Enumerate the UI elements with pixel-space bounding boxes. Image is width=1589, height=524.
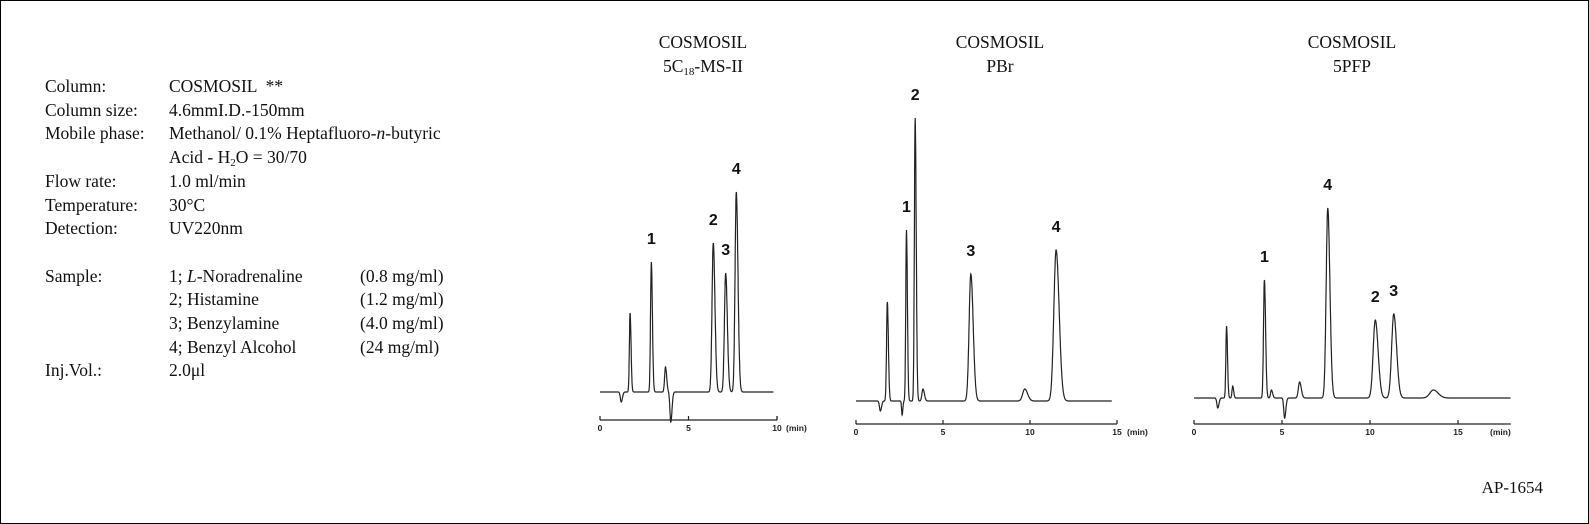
mobile-phase-line1: Methanol/ 0.1% Heptafluoro-n-butyric: [169, 122, 441, 146]
sample-item: 3; Benzylamine: [169, 312, 279, 336]
chart-title-line1: COSMOSIL: [658, 32, 748, 52]
mobile-phase-label: Mobile phase:: [45, 123, 145, 144]
x-tick-label: 15: [1453, 427, 1463, 437]
chromatogram-trace: [856, 117, 1112, 417]
temperature-value: 30°C: [169, 194, 206, 215]
chart-title-line1: COSMOSIL: [955, 32, 1045, 52]
sample-label: Sample:: [45, 265, 103, 286]
sample-number: 2;: [169, 289, 187, 310]
flow-rate-label: Flow rate:: [45, 170, 117, 191]
sample-concentration: (0.8 mg/ml): [360, 265, 444, 286]
detection-row: Detection: UV220nm: [45, 217, 441, 241]
chart-title-c18: COSMOSIL 5C18-MS-II: [659, 30, 748, 78]
x-tick-label: 0: [854, 427, 859, 437]
column-size-label: Column size:: [45, 99, 138, 120]
flow-rate-row: Flow rate: 1.0 ml/min: [45, 170, 441, 194]
x-tick-label: 5: [1280, 427, 1285, 437]
inj-vol-label: Inj.Vol.:: [45, 360, 103, 381]
peak-label: 1: [902, 199, 911, 216]
peak-label: 4: [1052, 219, 1061, 236]
conditions-panel: Column: COSMOSIL ** Column size: 4.6mmI.…: [45, 75, 444, 383]
chromatogram-trace: [600, 191, 774, 424]
x-tick-label: 5: [941, 427, 946, 437]
x-axis-label: (min): [1127, 427, 1148, 437]
sample-item: 1; L-Noradrenaline: [169, 265, 303, 289]
chromatogram-pbr: 1 2 3 4 0 5 10 15 (min): [854, 87, 1148, 437]
mobile-phase-text: O = 30/70: [235, 147, 307, 168]
chart-title-pbr: COSMOSIL PBr: [956, 30, 1045, 78]
column-size-value: 4.6mmI.D.-150mm: [169, 99, 305, 120]
peak-label: 4: [732, 161, 741, 178]
sample-name: -Noradrenaline: [196, 265, 303, 286]
document-code: AP-1654: [1481, 478, 1543, 497]
x-tick-label: 0: [1192, 427, 1197, 437]
peak-label: 2: [709, 212, 718, 229]
mobile-phase-text: Acid - H: [169, 147, 231, 168]
mobile-phase-italic: n: [376, 123, 386, 144]
peak-label: 2: [1371, 289, 1380, 306]
peak-label: 3: [721, 242, 730, 259]
title-text: -MS-II: [694, 56, 744, 76]
sample-number: 3;: [169, 313, 187, 334]
sample-item: 4; Benzyl Alcohol: [169, 336, 296, 360]
sample-row: 2; Histamine (1.2 mg/ml): [45, 288, 444, 312]
mobile-phase-text: Methanol/ 0.1% Heptafluoro-: [169, 123, 377, 144]
inj-vol-row: Inj.Vol.: 2.0μl: [45, 359, 441, 383]
temperature-row: Temperature: 30°C: [45, 194, 441, 218]
sample-concentration: (4.0 mg/ml): [360, 313, 444, 334]
peak-label: 1: [1260, 249, 1269, 266]
column-value: COSMOSIL **: [169, 76, 284, 96]
inj-vol-value: 2.0μl: [169, 360, 206, 381]
peak-label: 1: [647, 231, 656, 248]
x-tick-label: 10: [1025, 427, 1035, 437]
x-tick-label: 10: [1365, 427, 1375, 437]
sample-name: Benzylamine: [187, 313, 280, 334]
chromatogram-c18: 1 23 4 0 5 10 (min): [598, 161, 807, 433]
peak-label: 4: [1323, 177, 1332, 194]
sample-row: Sample: 1; L-Noradrenaline (0.8 mg/ml): [45, 265, 444, 289]
subscript: 2: [230, 157, 236, 170]
chromatogram-trace: [1194, 207, 1511, 420]
sample-number: 4;: [169, 336, 187, 357]
x-tick-label: 15: [1112, 427, 1122, 437]
peak-label: 3: [966, 243, 975, 260]
mobile-phase-text: -butyric: [385, 123, 441, 144]
flow-rate-value: 1.0 ml/min: [169, 170, 246, 191]
chart-title-line2: 5PFP: [1333, 56, 1371, 76]
column-label: Column:: [45, 76, 107, 96]
title-text: 5C: [662, 56, 684, 76]
x-axis-label: (min): [1490, 427, 1511, 437]
mobile-phase-row-2: Acid - H2O = 30/70: [45, 146, 441, 170]
sample-row: 3; Benzylamine (4.0 mg/ml): [45, 312, 444, 336]
sample-concentration: (1.2 mg/ml): [360, 289, 444, 310]
chart-title-line1: COSMOSIL: [1307, 32, 1397, 52]
peak-label: 2: [911, 87, 920, 104]
x-tick-label: 10: [772, 423, 782, 433]
detection-value: UV220nm: [169, 218, 243, 239]
sample-item: 2; Histamine: [169, 288, 259, 312]
x-axis-label: (min): [786, 423, 807, 433]
sample-number: 1;: [169, 265, 187, 286]
sample-row: 4; Benzyl Alcohol (24 mg/ml): [45, 336, 441, 360]
column-row: Column: COSMOSIL **: [45, 75, 441, 99]
sample-italic: L: [187, 265, 197, 286]
mobile-phase-line2: Acid - H2O = 30/70: [169, 146, 307, 170]
subscript: 18: [683, 66, 695, 78]
sample-name: Benzyl Alcohol: [187, 336, 297, 357]
temperature-label: Temperature:: [45, 194, 139, 215]
sample-name: Histamine: [187, 289, 259, 310]
chart-title-line2: PBr: [986, 56, 1014, 76]
chromatogram-5pfp: 1 4 2 3 0 5 10 15 (min): [1192, 177, 1511, 437]
x-tick-label: 5: [686, 423, 691, 433]
peak-label: 3: [1389, 283, 1398, 300]
mobile-phase-row: Mobile phase: Methanol/ 0.1% Heptafluoro…: [45, 122, 441, 146]
column-size-row: Column size: 4.6mmI.D.-150mm: [45, 99, 441, 123]
sample-concentration: (24 mg/ml): [360, 336, 440, 357]
detection-label: Detection:: [45, 218, 118, 239]
chart-title-5pfp: COSMOSIL 5PFP: [1308, 30, 1397, 78]
x-tick-label: 0: [598, 423, 603, 433]
chart-title-line2: 5C18-MS-II: [659, 54, 748, 78]
